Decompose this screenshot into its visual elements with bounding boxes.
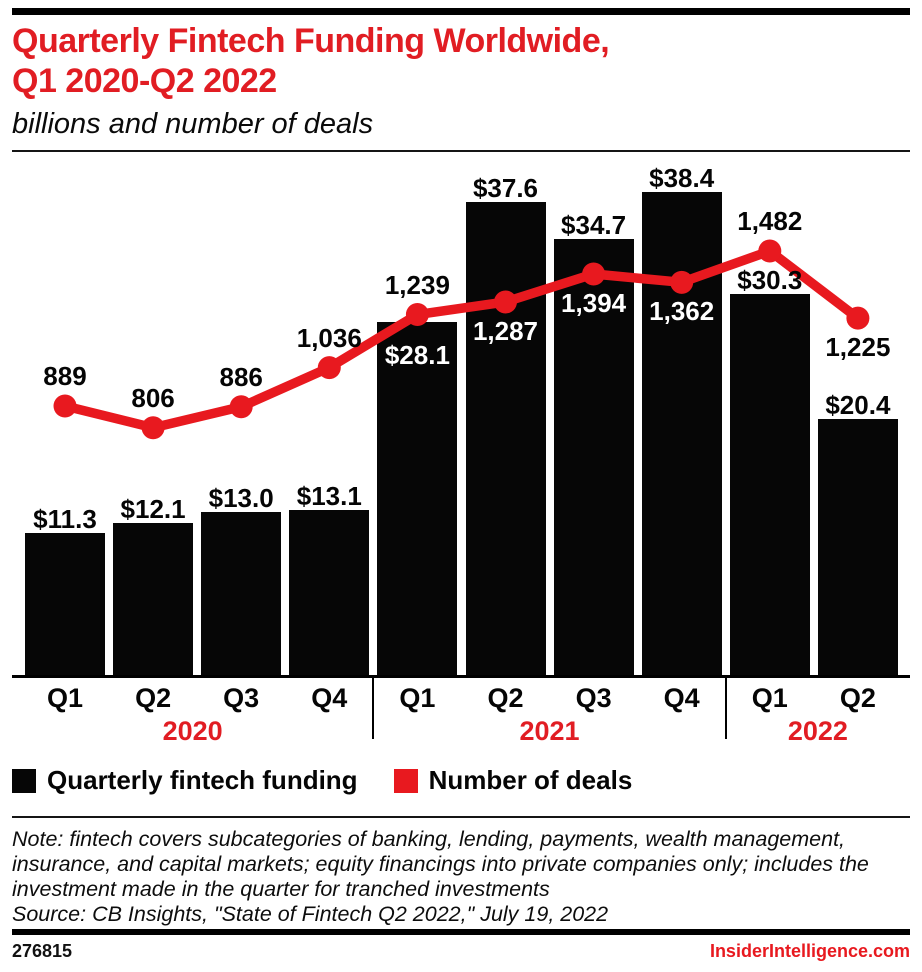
deals-value-label: 1,239 (384, 269, 450, 300)
x-tick-label: Q3 (223, 683, 260, 713)
x-axis-line (12, 675, 910, 678)
funding-legend-label: Quarterly fintech funding (47, 765, 358, 795)
deals-value-label: 806 (131, 382, 175, 413)
funding-value-label: $20.4 (825, 389, 891, 420)
x-tick-label: Q2 (135, 683, 172, 713)
legend-item-funding: Quarterly fintech funding (12, 765, 358, 796)
insider-intelligence-link[interactable]: InsiderIntelligence.com (709, 941, 910, 961)
top-accent-bar (12, 8, 910, 15)
funding-bar (641, 192, 722, 675)
chart-id: 276815 (12, 941, 73, 961)
note-line-1: Note: fintech covers subcategories of ba… (12, 827, 846, 851)
funding-value-label: $28.1 (384, 339, 450, 370)
x-tick-label: Q4 (311, 683, 348, 713)
x-tick-label: Q1 (751, 683, 788, 713)
deals-legend-label: Number of deals (428, 765, 633, 795)
legend-divider-line (12, 816, 910, 818)
note-line-2: insurance, and capital markets; equity f… (12, 852, 869, 876)
legend-item-deals: Number of deals (393, 765, 633, 796)
x-tick-label: Q2 (839, 683, 876, 713)
footer-divider-bar (12, 929, 910, 935)
funding-bar (289, 510, 370, 675)
header-divider-line (12, 150, 910, 152)
x-tick-label: Q1 (399, 683, 436, 713)
deals-data-point (229, 395, 253, 419)
title-line-2: Q1 2020-Q2 2022 (12, 62, 277, 100)
chart-legend: Quarterly fintech funding Number of deal… (12, 765, 632, 796)
title-line-1: Quarterly Fintech Funding Worldwide, (12, 22, 610, 60)
year-label: 2022 (787, 716, 848, 746)
x-tick-label: Q3 (575, 683, 612, 713)
deals-value-label: 1,225 (825, 332, 891, 363)
deals-data-point (141, 416, 165, 440)
deals-data-point (53, 394, 77, 418)
funding-value-label: $13.0 (208, 482, 274, 513)
year-label: 2021 (519, 716, 580, 746)
deals-data-point (758, 239, 782, 263)
funding-bar (25, 532, 105, 675)
deals-value-label: 1,287 (472, 315, 539, 346)
funding-value-label: $12.1 (120, 493, 186, 524)
funding-value-label: $37.6 (472, 173, 539, 204)
page-title: Quarterly Fintech Funding Worldwide, Q1 … (12, 21, 910, 101)
funding-value-label: $13.1 (296, 481, 362, 512)
year-divider-line (372, 677, 375, 739)
deals-value-label: 889 (43, 361, 87, 391)
deals-value-label: 886 (219, 361, 263, 392)
page-subtitle: billions and number of deals (12, 108, 374, 140)
footnote-block: Note: fintech covers subcategories of ba… (12, 827, 910, 927)
funding-bar (113, 522, 194, 675)
funding-value-label: $38.4 (649, 163, 715, 194)
footer: 276815 InsiderIntelligence.com (12, 941, 910, 962)
deals-data-point (846, 306, 870, 330)
year-label: 2020 (162, 716, 223, 746)
funding-value-label: $30.3 (737, 265, 803, 296)
deals-legend-swatch (393, 768, 418, 793)
x-tick-label: Q4 (663, 683, 700, 713)
deals-value-label: 1,482 (737, 205, 803, 236)
source-line: Source: CB Insights, "State of Fintech Q… (12, 902, 609, 926)
funding-bar (817, 418, 898, 675)
funding-value-label: $34.7 (561, 209, 627, 240)
deals-value-label: 1,036 (296, 322, 362, 353)
note-line-3: investment made in the quarter for tranc… (12, 877, 550, 901)
funding-value-label: $11.3 (33, 503, 97, 534)
deals-data-point (317, 356, 341, 380)
chart-area: Q1 Q2 Q3 Q4 Q1 Q2 Q3 Q4 Q1 Q2 2020 2021 2022 $11.3 $12… (12, 160, 910, 760)
deals-value-label: 1,394 (561, 287, 627, 318)
funding-legend-swatch (12, 768, 36, 793)
funding-bar (201, 511, 282, 675)
x-tick-label: Q1 (46, 683, 84, 713)
year-divider-line (724, 677, 727, 739)
deals-value-label: 1,362 (649, 296, 715, 327)
x-tick-label: Q2 (487, 683, 524, 713)
